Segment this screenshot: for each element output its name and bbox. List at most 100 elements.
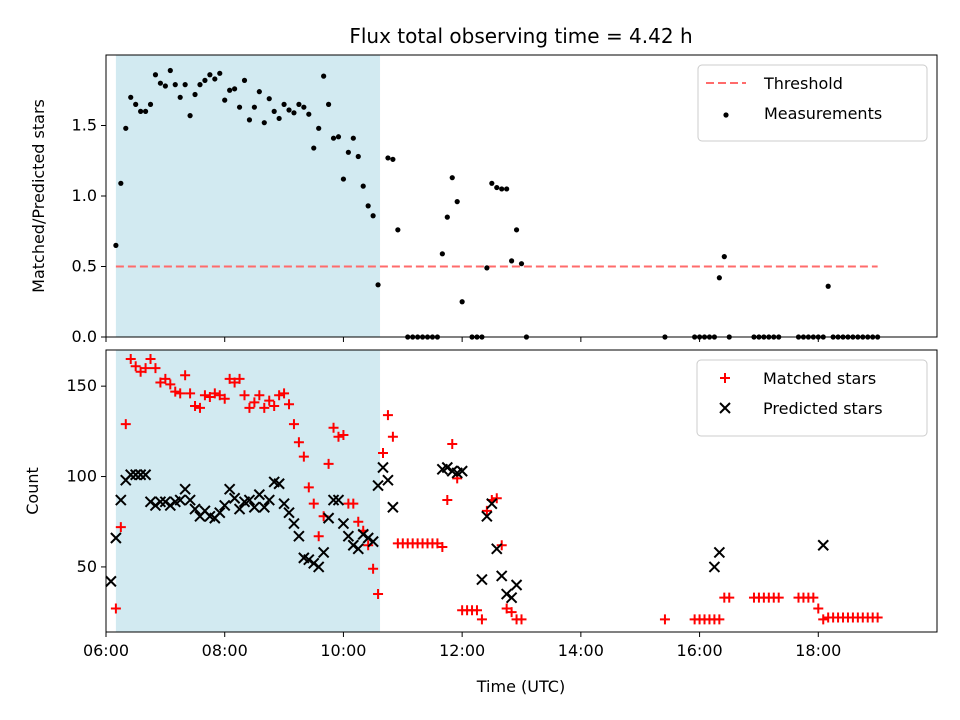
observing-window-band	[115, 55, 381, 337]
data-point	[367, 535, 379, 548]
data-point	[439, 251, 445, 257]
data-point	[118, 180, 124, 186]
y-tick-label: 1.0	[72, 186, 97, 205]
x-tick-label: 16:00	[677, 641, 723, 660]
x-tick-label: 12:00	[439, 641, 485, 660]
data-point	[323, 458, 334, 469]
data-point	[330, 135, 337, 141]
data-point	[456, 465, 468, 477]
data-point	[140, 363, 151, 374]
data-point	[227, 87, 233, 93]
data-point	[134, 469, 147, 481]
data-point	[145, 354, 156, 365]
data-point	[491, 493, 502, 504]
data-point	[442, 495, 453, 506]
data-point	[254, 390, 265, 401]
data-point	[269, 401, 280, 412]
data-point	[281, 101, 287, 107]
y-tick-label: 150	[66, 376, 97, 395]
data-point	[243, 494, 256, 506]
chart-title: Flux total observing time = 4.42 h	[349, 24, 692, 48]
legend: Threshold Measurements	[697, 64, 928, 142]
data-point	[447, 439, 458, 449]
data-point	[352, 543, 364, 555]
legend-box	[696, 359, 928, 437]
data-point	[714, 614, 725, 625]
data-point	[504, 186, 510, 192]
data-point	[199, 390, 210, 401]
data-point	[818, 614, 829, 625]
legend-label: Measurements	[764, 104, 882, 123]
data-point	[321, 73, 327, 79]
data-point	[327, 494, 340, 506]
data-point	[128, 94, 134, 100]
data-point	[496, 570, 508, 582]
y-tick-label: 0.0	[72, 327, 97, 346]
data-point	[251, 104, 257, 110]
data-point	[288, 517, 300, 530]
data-point	[825, 283, 831, 289]
data-point	[713, 546, 726, 559]
data-point	[249, 397, 260, 408]
data-point	[382, 410, 393, 421]
data-point	[105, 575, 117, 588]
data-point	[273, 478, 285, 490]
data-point	[387, 501, 399, 513]
data-point	[489, 180, 495, 186]
data-point	[316, 125, 322, 131]
legend-label: Threshold	[763, 74, 843, 93]
data-point	[274, 390, 285, 401]
data-point	[813, 603, 824, 614]
data-point	[313, 531, 324, 542]
data-point	[303, 482, 314, 493]
data-point	[724, 592, 735, 603]
data-point	[509, 258, 515, 264]
data-point	[505, 591, 518, 604]
data-point	[332, 494, 345, 506]
data-point	[147, 101, 154, 107]
data-point	[325, 101, 332, 107]
data-point	[516, 614, 527, 625]
data-point	[207, 72, 213, 78]
data-point	[296, 101, 302, 107]
data-point	[170, 386, 181, 397]
x-tick-label: 08:00	[202, 641, 248, 660]
data-point	[518, 261, 525, 267]
data-point	[499, 186, 505, 192]
x-tick-label: 14:00	[558, 641, 604, 660]
data-point	[716, 275, 722, 281]
data-point	[301, 104, 307, 110]
data-point	[189, 503, 201, 515]
data-point	[266, 96, 272, 102]
x-tick-label: 18:00	[795, 641, 841, 660]
data-point	[486, 497, 498, 510]
y-tick-label: 50	[77, 557, 97, 576]
data-point	[340, 176, 347, 182]
data-point	[459, 299, 465, 305]
y-axis-label: Matched/Predicted stars	[29, 99, 48, 293]
data-point	[184, 494, 196, 506]
data-point	[283, 506, 295, 519]
data-point	[256, 89, 262, 95]
data-point	[187, 113, 193, 119]
data-point	[298, 451, 309, 462]
x-tick-label: 10:00	[320, 641, 366, 660]
data-point	[219, 393, 230, 404]
data-point	[123, 125, 129, 131]
data-point	[217, 70, 223, 76]
data-point	[194, 402, 205, 413]
y-tick-label: 100	[66, 467, 97, 486]
data-point	[197, 82, 203, 88]
data-point	[182, 82, 188, 88]
data-point	[167, 67, 173, 74]
data-point	[258, 501, 270, 513]
data-point	[165, 379, 176, 390]
data-point	[253, 488, 266, 501]
data-point	[125, 469, 137, 481]
data-point	[110, 532, 122, 544]
data-point	[444, 214, 450, 220]
data-point	[491, 543, 503, 555]
y-tick-label: 1.5	[72, 116, 97, 135]
data-point	[264, 395, 275, 406]
legend-box	[697, 64, 928, 142]
